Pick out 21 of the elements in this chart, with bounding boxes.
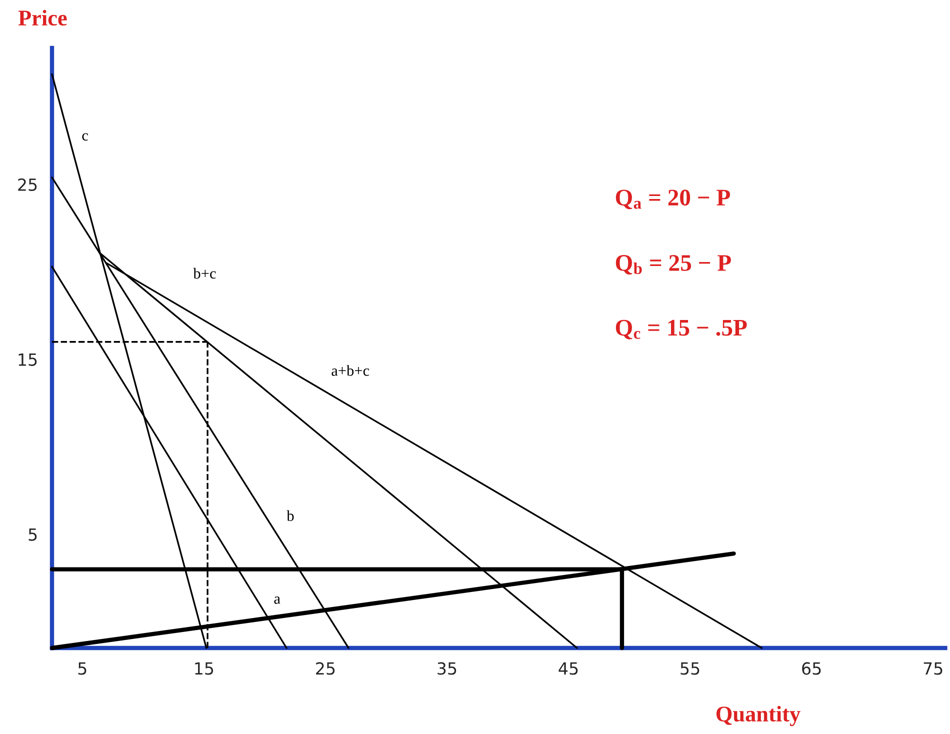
annotation: Q$_{b}$ = 25 − P xyxy=(616,255,731,275)
x-tick-label: 25 xyxy=(316,662,335,675)
annotation: b xyxy=(286,510,294,522)
x-axis-title: Quantity xyxy=(716,706,800,726)
y-tick-label: 5 xyxy=(28,528,37,541)
annotation: a+b+c xyxy=(332,365,370,376)
y-tick-label: 15 xyxy=(18,354,37,366)
x-tick-label: 65 xyxy=(802,662,821,675)
annotation: Q$_{a}$ = 20 − P xyxy=(616,190,730,210)
x-tick-label: 35 xyxy=(438,662,456,675)
y-axis-title: Price xyxy=(18,10,67,26)
x-tick-label: 55 xyxy=(680,662,700,675)
y-tick-label: 25 xyxy=(18,178,37,192)
x-tick-label: 5 xyxy=(78,662,86,675)
annotation: a xyxy=(274,596,280,604)
annotation: b+c xyxy=(193,268,216,279)
x-tick-label: 45 xyxy=(558,662,578,675)
x-tick-label: 75 xyxy=(924,662,942,675)
annotation: Q$_{c}$ = 15 − .5P xyxy=(616,320,747,340)
annotation: c xyxy=(82,133,88,141)
x-tick-label: 15 xyxy=(195,662,214,675)
